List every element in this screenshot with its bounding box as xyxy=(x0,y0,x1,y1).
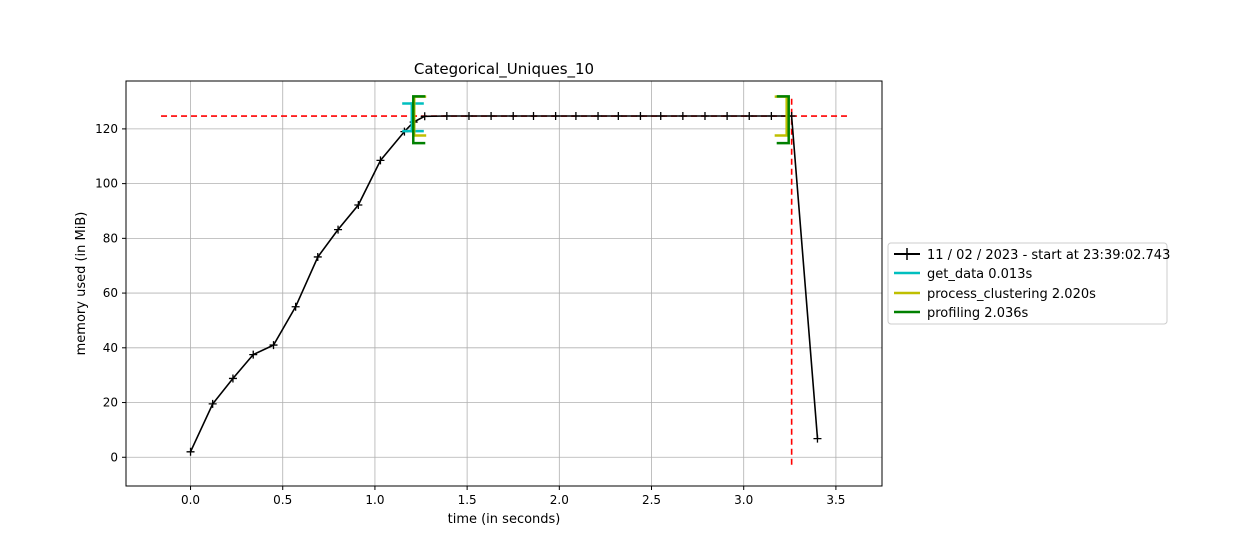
y-tick-label: 80 xyxy=(103,231,118,245)
data-point-marker xyxy=(464,112,473,121)
data-point-marker xyxy=(571,112,580,121)
function-brackets xyxy=(402,95,790,145)
data-point-marker xyxy=(376,156,385,165)
data-point-marker xyxy=(723,112,732,121)
data-point-marker xyxy=(813,434,822,443)
legend-label-process-clustering: process_clustering 2.020s xyxy=(927,287,1096,302)
data-point-marker xyxy=(291,302,300,311)
data-point-marker xyxy=(186,447,195,456)
bracket-start xyxy=(412,95,426,145)
data-point-marker xyxy=(767,112,776,121)
data-point-marker xyxy=(487,112,496,121)
bracket-end xyxy=(776,95,790,145)
x-tick-label: 0.5 xyxy=(273,493,292,507)
x-tick-label: 3.0 xyxy=(734,493,753,507)
x-tick-label: 1.5 xyxy=(458,493,477,507)
x-tick-label: 1.0 xyxy=(365,493,384,507)
legend-marker-plus xyxy=(901,248,913,260)
data-point-marker xyxy=(700,112,709,121)
series-layer xyxy=(186,112,822,456)
x-tick-label: 0.0 xyxy=(181,493,200,507)
y-tick-label: 120 xyxy=(95,122,118,136)
data-point-marker xyxy=(208,399,217,408)
y-tick-label: 20 xyxy=(103,396,118,410)
data-point-marker xyxy=(420,112,429,121)
data-point-marker xyxy=(745,112,754,121)
data-point-marker xyxy=(551,112,560,121)
data-point-marker xyxy=(228,374,237,383)
data-point-marker xyxy=(594,112,603,121)
plot-frame xyxy=(125,80,883,487)
data-point-marker xyxy=(529,112,538,121)
legend-label-get-data: get_data 0.013s xyxy=(927,267,1032,282)
data-point-marker xyxy=(442,112,451,121)
data-point-marker xyxy=(678,112,687,121)
legend-label-memory: 11 / 02 / 2023 - start at 23:39:02.743 xyxy=(927,248,1170,263)
legend: 11 / 02 / 2023 - start at 23:39:02.743 g… xyxy=(887,242,1170,325)
data-point-marker xyxy=(249,350,258,359)
data-point-marker xyxy=(656,112,665,121)
legend-box xyxy=(887,242,1168,325)
x-axis-ticks: 0.0 0.5 1.0 1.5 2.0 2.5 3.0 3.5 xyxy=(181,486,845,507)
chart-title: Categorical_Uniques_10 xyxy=(414,60,594,79)
x-tick-label: 2.0 xyxy=(550,493,569,507)
y-tick-label: 100 xyxy=(95,177,118,191)
legend-label-profiling: profiling 2.036s xyxy=(927,306,1029,321)
data-point-marker xyxy=(636,112,645,121)
data-point-marker xyxy=(354,200,363,209)
y-tick-label: 0 xyxy=(110,450,118,464)
data-point-marker xyxy=(614,112,623,121)
data-point-marker xyxy=(334,225,343,234)
y-axis-label: memory used (in MiB) xyxy=(74,212,89,356)
data-point-marker xyxy=(269,341,278,350)
y-tick-label: 60 xyxy=(103,286,118,300)
y-tick-label: 40 xyxy=(103,341,118,355)
bracket-start xyxy=(410,102,424,133)
y-axis-ticks: 0 20 40 60 80 100 120 xyxy=(95,122,126,464)
x-tick-label: 2.5 xyxy=(642,493,661,507)
grid xyxy=(126,81,882,486)
x-tick-label: 3.5 xyxy=(826,493,845,507)
data-point-marker xyxy=(509,112,518,121)
data-point-marker xyxy=(313,252,322,261)
x-axis-label: time (in seconds) xyxy=(448,512,561,527)
